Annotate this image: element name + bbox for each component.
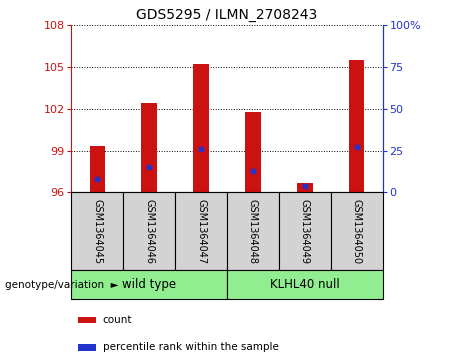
Bar: [349, 60, 365, 192]
Bar: [89, 147, 105, 192]
Text: wild type: wild type: [122, 278, 176, 291]
Bar: [331, 192, 383, 270]
Bar: [193, 64, 209, 192]
Bar: [227, 270, 383, 299]
Text: GSM1364047: GSM1364047: [196, 199, 206, 264]
Bar: [245, 112, 261, 192]
Text: count: count: [102, 315, 132, 325]
Text: genotype/variation  ►: genotype/variation ►: [5, 280, 118, 290]
Bar: [227, 192, 279, 270]
Text: GSM1364045: GSM1364045: [92, 199, 102, 264]
Text: percentile rank within the sample: percentile rank within the sample: [102, 342, 278, 352]
Bar: [142, 103, 157, 192]
Text: GSM1364046: GSM1364046: [144, 199, 154, 264]
Text: GSM1364048: GSM1364048: [248, 199, 258, 264]
Text: KLHL40 null: KLHL40 null: [270, 278, 340, 291]
Text: GSM1364049: GSM1364049: [300, 199, 310, 264]
Title: GDS5295 / ILMN_2708243: GDS5295 / ILMN_2708243: [136, 8, 318, 22]
Bar: [77, 317, 96, 323]
Bar: [77, 344, 96, 351]
Bar: [279, 192, 331, 270]
Bar: [297, 183, 313, 192]
Bar: [71, 270, 227, 299]
Bar: [175, 192, 227, 270]
Bar: [124, 192, 175, 270]
Bar: [71, 192, 124, 270]
Text: GSM1364050: GSM1364050: [352, 199, 362, 264]
